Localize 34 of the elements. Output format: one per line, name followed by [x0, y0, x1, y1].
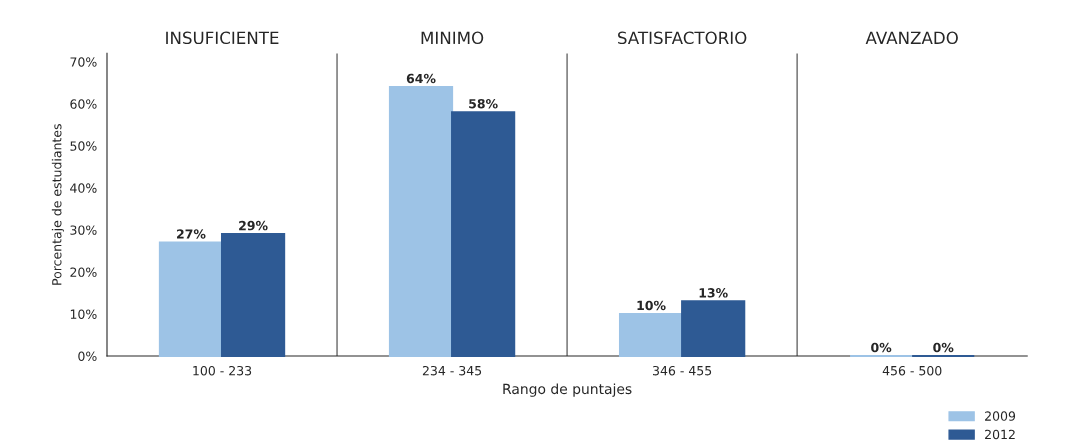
x-tick-label: 456 - 500 — [882, 365, 942, 376]
y-axis-title: Porcentaje de estudiantes — [51, 124, 64, 285]
text: INSUFICIENTE — [166, 31, 279, 45]
y-tick-label: 10% — [70, 309, 97, 319]
y-tick-label: 40% — [70, 183, 97, 193]
bar — [451, 111, 516, 358]
x-axis-title: Rango de puntajes — [503, 383, 632, 397]
data-label: 29% — [239, 220, 268, 231]
y-tick-label: 60% — [70, 99, 97, 109]
text: SATISFACTORIO — [618, 31, 747, 45]
bar — [618, 312, 684, 358]
x-tick-label: 234 - 345 — [422, 365, 482, 376]
data-label: 13% — [699, 288, 728, 298]
bar — [681, 300, 746, 358]
bar — [220, 233, 286, 358]
x-tick-label: 346 - 455 — [652, 365, 712, 376]
data-label: 64% — [406, 73, 436, 84]
text: MINIMO — [421, 31, 484, 45]
data-label: 27% — [177, 229, 206, 239]
data-label: 10% — [637, 300, 666, 311]
x-tick-label: 100 - 233 — [193, 365, 252, 376]
y-tick-label: 30% — [70, 225, 97, 235]
bar — [388, 85, 454, 358]
data-label: 58% — [469, 98, 498, 109]
text: AVANZADO — [865, 31, 958, 45]
legend-label: 2012 — [985, 429, 1015, 440]
y-tick-label: 50% — [70, 141, 97, 151]
y-tick-label: 70% — [70, 57, 97, 67]
y-tick-label: 20% — [70, 267, 97, 277]
data-label: 0% — [933, 342, 954, 353]
data-label: 0% — [871, 342, 892, 353]
y-tick-label: 0% — [78, 351, 97, 361]
legend-label: 2009 — [985, 411, 1016, 421]
bar — [158, 241, 224, 358]
